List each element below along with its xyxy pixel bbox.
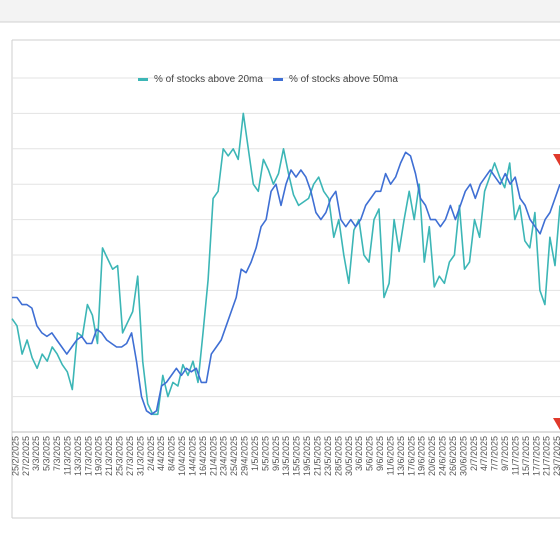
x-tick-label: 10/4/2025 bbox=[177, 436, 187, 476]
legend-item-20ma: % of stocks above 20ma bbox=[138, 74, 263, 85]
x-tick-label: 15/7/2025 bbox=[521, 436, 531, 476]
x-tick-label: 23/4/2025 bbox=[219, 436, 229, 476]
x-tick-label: 7/3/2025 bbox=[52, 436, 62, 471]
x-tick-label: 1/5/2025 bbox=[250, 436, 260, 471]
x-tick-label: 19/6/2025 bbox=[417, 436, 427, 476]
red-marker-bottom bbox=[553, 418, 560, 430]
x-tick-label: 9/6/2025 bbox=[375, 436, 385, 471]
legend-label-50ma: % of stocks above 50ma bbox=[288, 74, 398, 85]
x-tick-label: 21/7/2025 bbox=[542, 436, 552, 476]
x-tick-label: 21/3/2025 bbox=[104, 436, 114, 476]
x-tick-label: 27/2/2025 bbox=[21, 436, 31, 476]
x-tick-label: 2/4/2025 bbox=[146, 436, 156, 471]
x-tick-label: 17/3/2025 bbox=[83, 436, 93, 476]
x-tick-label: 7/7/2025 bbox=[490, 436, 500, 471]
x-tick-label: 26/6/2025 bbox=[448, 436, 458, 476]
series-line-20ma bbox=[11, 112, 560, 416]
chart-legend: % of stocks above 20ma % of stocks above… bbox=[138, 74, 408, 85]
x-tick-label: 25/4/2025 bbox=[229, 436, 239, 476]
legend-item-50ma: % of stocks above 50ma bbox=[272, 74, 398, 85]
legend-swatch-20ma bbox=[138, 78, 148, 81]
x-tick-label: 13/3/2025 bbox=[73, 436, 83, 476]
x-tick-label: 13/5/2025 bbox=[281, 436, 291, 476]
x-tick-label: 15/5/2025 bbox=[292, 436, 302, 476]
x-tick-label: 3/6/2025 bbox=[354, 436, 364, 471]
x-tick-label: 27/3/2025 bbox=[125, 436, 135, 476]
x-tick-label: 5/5/2025 bbox=[260, 436, 270, 471]
x-tick-label: 4/7/2025 bbox=[479, 436, 489, 471]
x-tick-label: 9/7/2025 bbox=[500, 436, 510, 471]
x-tick-label: 28/5/2025 bbox=[333, 436, 343, 476]
x-tick-label: 11/3/2025 bbox=[62, 436, 72, 475]
x-tick-label: 8/4/2025 bbox=[167, 436, 177, 471]
x-tick-label: 25/2/2025 bbox=[10, 436, 20, 476]
toolbar-strip bbox=[0, 0, 560, 22]
x-tick-label: 5/6/2025 bbox=[365, 436, 375, 471]
x-tick-label: 31/3/2025 bbox=[135, 436, 145, 476]
x-tick-label: 21/4/2025 bbox=[208, 436, 218, 476]
x-tick-label: 17/6/2025 bbox=[406, 436, 416, 476]
x-tick-label: 23/5/2025 bbox=[323, 436, 333, 476]
series-line-50ma bbox=[12, 151, 560, 416]
x-tick-label: 19/5/2025 bbox=[302, 436, 312, 476]
x-tick-label: 13/6/2025 bbox=[396, 436, 406, 476]
x-tick-label: 25/3/2025 bbox=[115, 436, 125, 476]
x-tick-label: 29/4/2025 bbox=[240, 436, 250, 476]
x-tick-label: 5/3/2025 bbox=[42, 436, 52, 471]
legend-label-20ma: % of stocks above 20ma bbox=[154, 74, 263, 85]
x-tick-label: 16/4/2025 bbox=[198, 436, 208, 476]
x-tick-label: 24/6/2025 bbox=[438, 436, 448, 476]
x-tick-label: 21/5/2025 bbox=[313, 436, 323, 476]
legend-swatch-50ma bbox=[272, 78, 283, 81]
x-tick-label: 3/3/2025 bbox=[31, 436, 41, 471]
x-tick-label: 9/5/2025 bbox=[271, 436, 281, 471]
x-tick-label: 11/6/2025 bbox=[385, 436, 395, 475]
red-marker-top bbox=[553, 154, 560, 166]
x-tick-label: 17/7/2025 bbox=[531, 436, 541, 476]
x-tick-label: 23/7/2025 bbox=[552, 436, 560, 476]
x-tick-label: 19/3/2025 bbox=[94, 436, 104, 476]
x-tick-label: 30/6/2025 bbox=[458, 436, 468, 476]
x-tick-label: 20/6/2025 bbox=[427, 436, 437, 476]
x-tick-label: 2/7/2025 bbox=[469, 436, 479, 471]
x-tick-label: 30/5/2025 bbox=[344, 436, 354, 476]
x-tick-label: 4/4/2025 bbox=[156, 436, 166, 471]
x-tick-label: 11/7/2025 bbox=[510, 436, 520, 475]
x-tick-label: 14/4/2025 bbox=[187, 436, 197, 476]
